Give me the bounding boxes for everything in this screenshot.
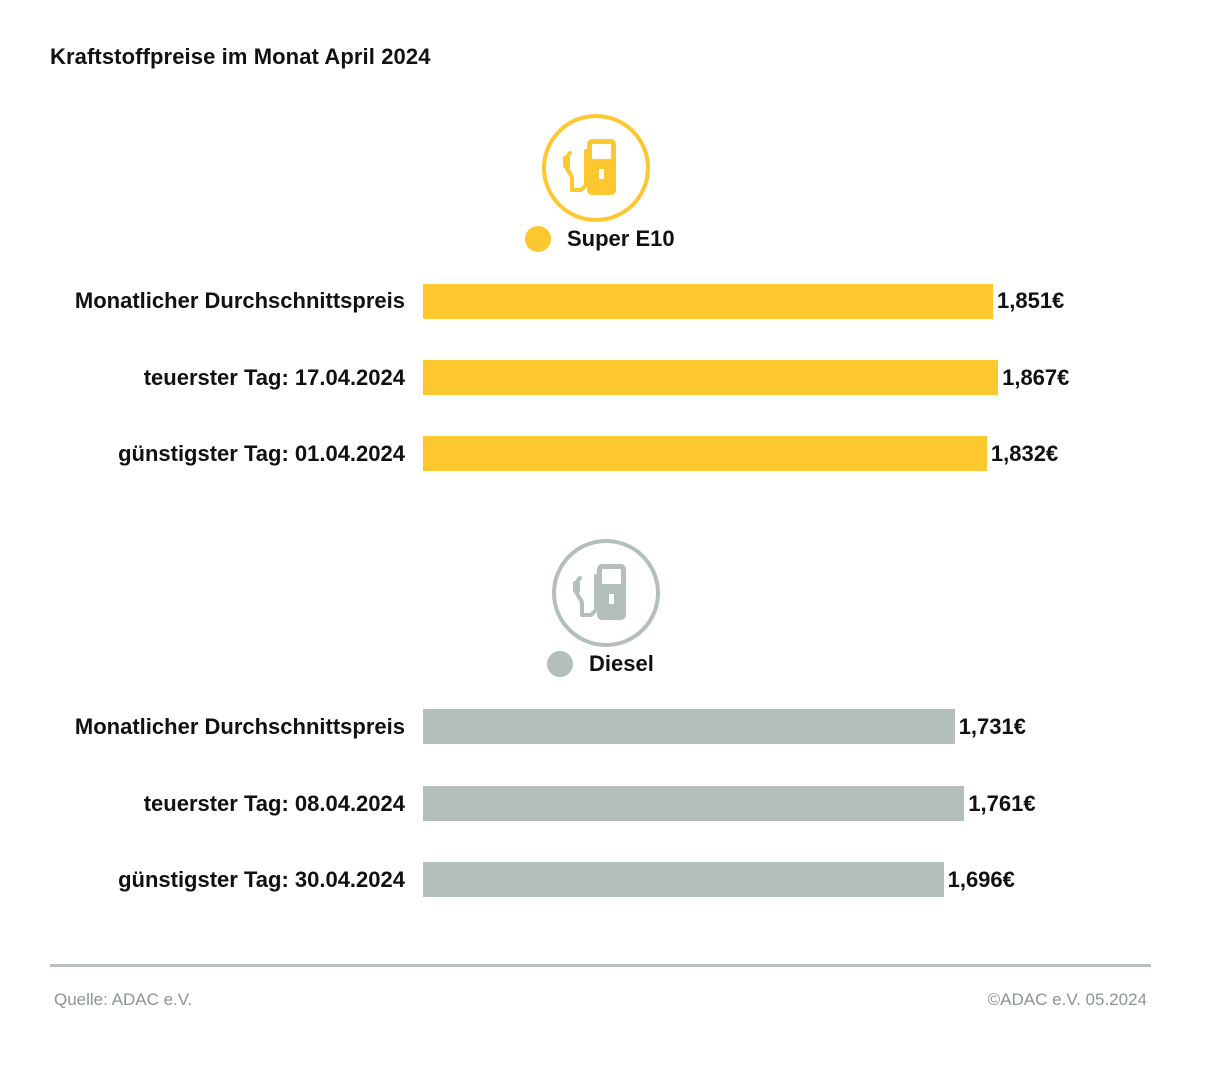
bar-super-min (423, 436, 987, 471)
copyright-note: ©ADAC e.V. 05.2024 (987, 990, 1147, 1009)
category-label: Monatlicher Durchschnittspreis (74, 714, 405, 739)
legend-label-super: Super E10 (567, 226, 675, 251)
legend-dot-super (525, 226, 551, 252)
legend-label-diesel: Diesel (589, 651, 654, 676)
bar-super-max (423, 360, 999, 395)
category-label: teuerster Tag: 17.04.2024 (143, 365, 405, 390)
value-label: 1,761€ (968, 791, 1036, 816)
fuel-pump-icon (551, 538, 661, 648)
legend-diesel: Diesel (547, 651, 654, 677)
value-label: 1,867€ (1002, 365, 1070, 390)
legend-super-e10: Super E10 (525, 226, 675, 252)
bar-diesel-avg (423, 709, 955, 744)
source-note: Quelle: ADAC e.V. (54, 990, 193, 1009)
bar-super-avg (423, 284, 993, 319)
category-label: günstigster Tag: 30.04.2024 (118, 867, 405, 892)
footer-divider (50, 964, 1151, 967)
value-label: 1,696€ (947, 867, 1015, 892)
legend-dot-diesel (547, 651, 573, 677)
fuel-pump-icon (541, 113, 651, 223)
category-label: Monatlicher Durchschnittspreis (74, 288, 405, 313)
category-label: teuerster Tag: 08.04.2024 (143, 791, 405, 816)
chart-title: Kraftstoffpreise im Monat April 2024 (50, 44, 431, 69)
value-label: 1,832€ (990, 441, 1059, 466)
value-label: 1,731€ (958, 714, 1026, 739)
bar-diesel-min (423, 862, 944, 897)
category-label: günstigster Tag: 01.04.2024 (118, 441, 405, 466)
bar-diesel-max (423, 786, 965, 821)
value-label: 1,851€ (997, 288, 1065, 313)
